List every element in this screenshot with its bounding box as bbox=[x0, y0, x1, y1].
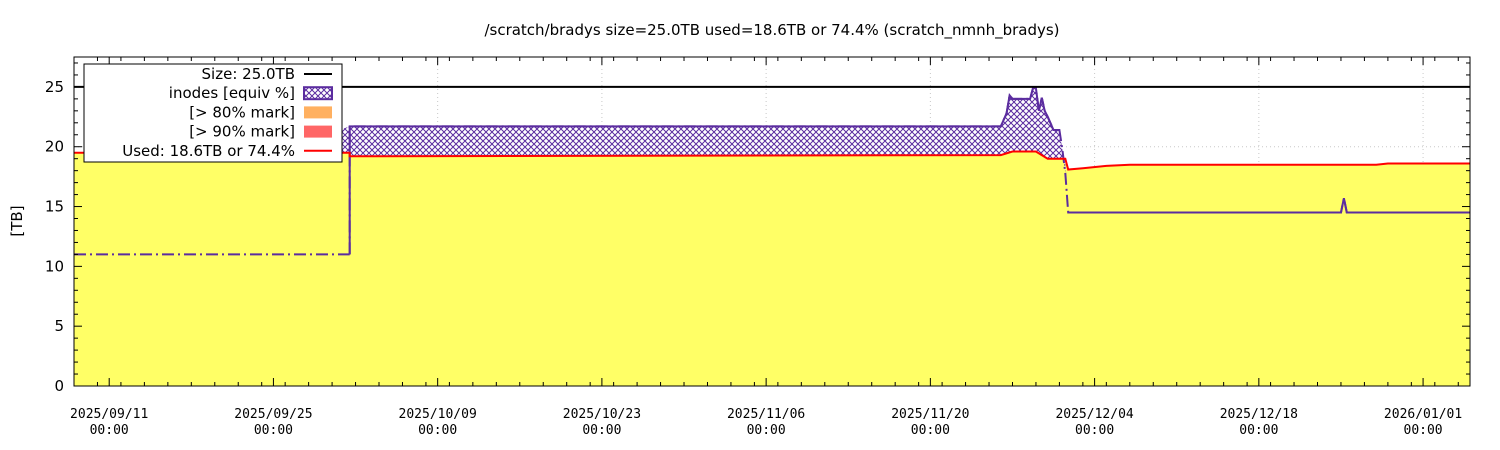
y-tick-label: 20 bbox=[45, 138, 64, 156]
x-tick-label-time: 00:00 bbox=[90, 423, 129, 438]
inodes-line-top bbox=[348, 87, 1060, 255]
legend-swatch-box bbox=[304, 106, 332, 119]
used-area bbox=[74, 151, 1470, 386]
inodes-line-lower bbox=[1068, 198, 1470, 214]
x-tick-label-time: 00:00 bbox=[747, 423, 786, 438]
x-tick-label-time: 00:00 bbox=[254, 423, 293, 438]
x-tick-label-time: 00:00 bbox=[1239, 423, 1278, 438]
y-tick-label: 10 bbox=[45, 257, 64, 275]
chart-title: /scratch/bradys size=25.0TB used=18.6TB … bbox=[484, 21, 1059, 40]
ticks: 05101520252025/09/1100:002025/09/2500:00… bbox=[45, 57, 1470, 438]
x-tick-label-time: 00:00 bbox=[418, 423, 457, 438]
x-tick-label-date: 2025/09/11 bbox=[70, 407, 148, 422]
y-tick-label: 0 bbox=[54, 377, 64, 395]
x-tick-label-time: 00:00 bbox=[911, 423, 950, 438]
y-tick-label: 25 bbox=[45, 78, 64, 96]
x-tick-label-date: 2026/01/01 bbox=[1384, 407, 1462, 422]
x-tick-label-date: 2025/12/18 bbox=[1220, 407, 1298, 422]
legend-swatch-box bbox=[304, 125, 332, 138]
x-tick-label-date: 2025/11/20 bbox=[891, 407, 969, 422]
plot-frame bbox=[73, 56, 1471, 387]
legend-label: [> 80% mark] bbox=[189, 103, 295, 121]
x-tick-label-date: 2025/11/06 bbox=[727, 407, 805, 422]
y-tick-label: 5 bbox=[54, 317, 64, 335]
x-tick-label-time: 00:00 bbox=[1075, 423, 1114, 438]
legend-label: Used: 18.6TB or 74.4% bbox=[122, 142, 295, 160]
legend-box bbox=[83, 63, 343, 163]
x-tick-label-date: 2025/09/25 bbox=[234, 407, 312, 422]
y-axis-label: [TB] bbox=[8, 205, 26, 236]
legend-swatch-hatch bbox=[303, 86, 333, 101]
legend-label: Size: 25.0TB bbox=[202, 65, 295, 83]
x-tick-label-time: 00:00 bbox=[1404, 423, 1443, 438]
y-tick-label: 15 bbox=[45, 198, 64, 216]
x-tick-label-date: 2025/12/04 bbox=[1055, 407, 1133, 422]
legend-label: inodes [equiv %] bbox=[169, 84, 295, 102]
x-tick-label-date: 2025/10/23 bbox=[563, 407, 641, 422]
used-line bbox=[74, 150, 1470, 171]
legend-label: [> 90% mark] bbox=[189, 123, 295, 141]
x-tick-label-time: 00:00 bbox=[582, 423, 621, 438]
inodes-hatch-area bbox=[267, 88, 1066, 173]
axes bbox=[73, 56, 1471, 387]
x-tick-label-date: 2025/10/09 bbox=[399, 407, 477, 422]
